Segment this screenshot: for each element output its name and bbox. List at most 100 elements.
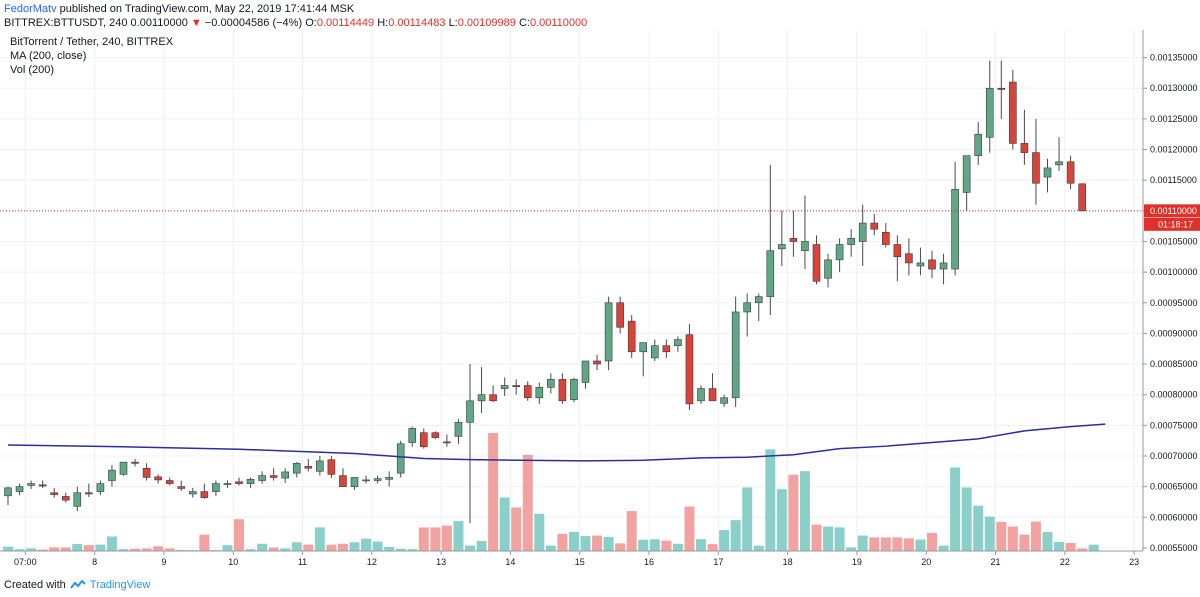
candle xyxy=(200,483,209,499)
volume-bar xyxy=(811,524,822,551)
candle xyxy=(697,385,705,404)
volume-bar xyxy=(384,547,395,551)
candle-body xyxy=(847,238,855,245)
volume-bar xyxy=(465,545,475,551)
tradingview-brand[interactable]: TradingView xyxy=(89,579,151,591)
x-tick-label: 10 xyxy=(228,557,238,567)
candlesticks xyxy=(4,60,1086,524)
candle xyxy=(685,324,694,411)
candle-body xyxy=(801,241,809,251)
candle-body xyxy=(189,491,197,495)
candle-body xyxy=(858,222,867,242)
x-tick-label: 21 xyxy=(991,557,1001,567)
candle xyxy=(512,379,521,395)
volume-bar xyxy=(719,530,730,551)
candle xyxy=(61,492,70,503)
candle-body xyxy=(951,189,959,270)
x-tick-label: 12 xyxy=(367,557,377,567)
candle-body xyxy=(570,379,578,400)
volume-bar xyxy=(938,545,949,551)
candle xyxy=(951,161,959,276)
volume-bar xyxy=(696,539,706,551)
open-value: 0.00114449 xyxy=(316,17,375,29)
volume-bar xyxy=(49,547,60,551)
candle-body xyxy=(327,459,336,475)
candle xyxy=(50,487,59,498)
volume-bar xyxy=(83,545,94,551)
candle-body xyxy=(1043,167,1052,178)
symbol-ohlc-line: BITTREX:BTTUSDT, 240 0.00110000 ▼ −0.000… xyxy=(4,17,587,29)
candle-body xyxy=(316,460,324,472)
candle-body xyxy=(408,428,417,443)
candle-body xyxy=(350,477,359,487)
candle-body xyxy=(870,222,879,230)
candle-body xyxy=(1078,183,1086,212)
volume-bar xyxy=(661,540,672,551)
candle-body xyxy=(1032,152,1040,184)
volume-bar xyxy=(395,548,406,551)
author-link[interactable]: FedorMatv xyxy=(4,3,57,15)
candle xyxy=(1032,118,1040,205)
candle-body xyxy=(835,244,844,261)
volume-bar xyxy=(799,471,810,551)
chart-grid xyxy=(0,30,1143,551)
volume-bar xyxy=(314,527,325,551)
candle xyxy=(708,373,717,402)
price-chart[interactable]: 0.00135000 0.00130000 0.00125000 0.00120000… xyxy=(0,30,1200,575)
candle-body xyxy=(697,388,705,402)
candle-body xyxy=(362,479,370,482)
volume-bar xyxy=(672,543,683,551)
high-value: 0.00114483 xyxy=(388,17,446,29)
candle xyxy=(1066,155,1075,190)
volume-bar xyxy=(742,487,753,551)
candle xyxy=(362,475,370,484)
candle xyxy=(454,419,463,444)
candle-body xyxy=(1055,161,1063,166)
candle xyxy=(997,60,1006,119)
y-tick-label: 0.00125000 xyxy=(1150,114,1198,124)
candle-body xyxy=(974,133,983,156)
volume-bar xyxy=(453,521,464,551)
candle xyxy=(743,293,752,337)
candle-body xyxy=(754,296,763,304)
candle xyxy=(154,474,162,484)
candle xyxy=(339,468,347,487)
volume-bar xyxy=(3,546,13,551)
candle xyxy=(96,480,105,496)
candle xyxy=(292,462,301,478)
candle-body xyxy=(339,475,347,487)
candle-body xyxy=(281,471,290,479)
candle xyxy=(27,480,35,490)
candle-body xyxy=(304,466,313,469)
volume-bar xyxy=(1030,521,1041,551)
countdown-tag-text: 01:18:17 xyxy=(1158,219,1193,229)
candle xyxy=(73,486,82,512)
volume-bar xyxy=(130,548,141,551)
candle xyxy=(616,296,624,334)
candle xyxy=(189,487,197,498)
y-tick-label: 0.00060000 xyxy=(1150,512,1198,522)
volume-bar xyxy=(176,549,187,551)
close-label: C: xyxy=(518,17,530,29)
volume-bar xyxy=(26,548,37,551)
change-value: −0.00004586 (−4%) xyxy=(204,17,303,29)
volume-bar xyxy=(257,543,268,551)
candle-body xyxy=(85,492,93,495)
volume-bar xyxy=(765,449,776,551)
candle xyxy=(142,463,151,481)
volume-bar xyxy=(106,536,117,551)
volume-bar xyxy=(950,467,961,551)
volume-bar xyxy=(95,544,106,551)
candle-body xyxy=(223,483,232,485)
volume-bar xyxy=(418,527,429,551)
volume-bar xyxy=(522,454,533,551)
candle-body xyxy=(419,432,428,448)
candle xyxy=(650,339,659,361)
candle-body xyxy=(200,491,209,498)
candle xyxy=(570,377,578,403)
candle-body xyxy=(292,463,301,474)
candle xyxy=(85,483,93,498)
candle xyxy=(778,210,786,266)
volume-bar xyxy=(684,506,695,551)
candle xyxy=(905,238,913,276)
